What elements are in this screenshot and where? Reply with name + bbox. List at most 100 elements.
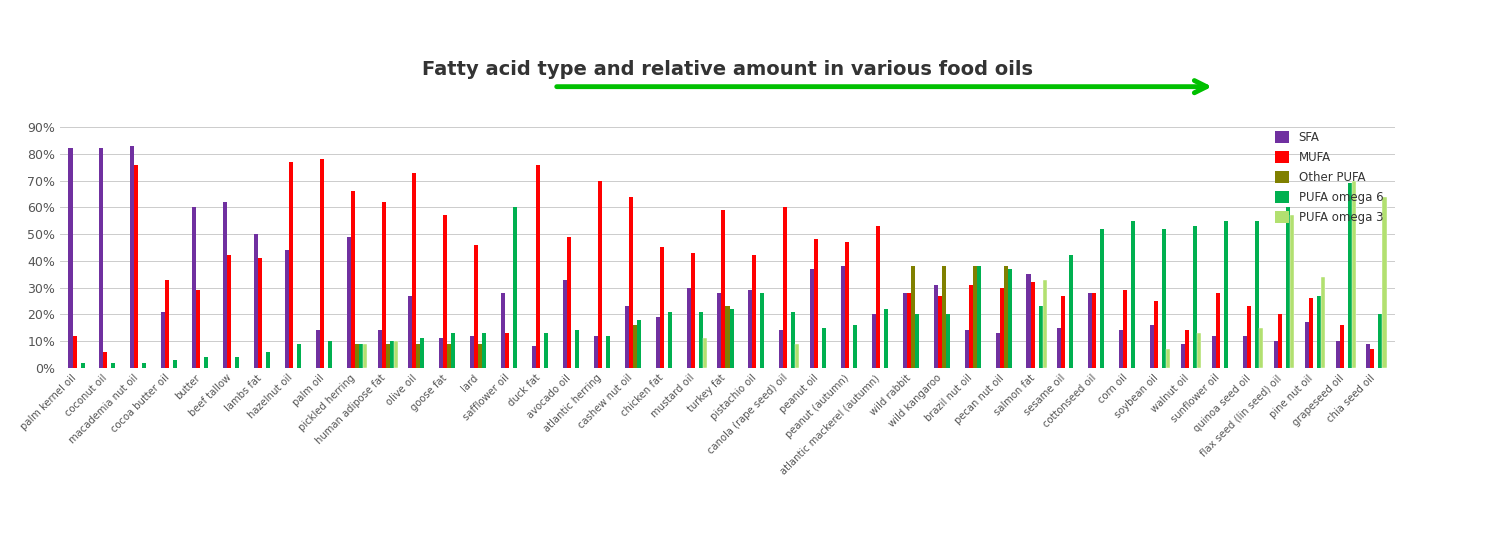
Bar bbox=[72, 336, 76, 368]
Bar bbox=[1286, 207, 1290, 368]
Bar bbox=[196, 291, 200, 368]
Bar bbox=[884, 309, 888, 368]
Bar bbox=[328, 341, 332, 368]
Bar bbox=[567, 237, 572, 368]
Bar bbox=[660, 247, 663, 368]
Bar bbox=[729, 309, 734, 368]
Bar bbox=[1131, 221, 1136, 368]
Bar bbox=[1150, 325, 1154, 368]
Bar bbox=[1092, 293, 1096, 368]
Bar bbox=[934, 285, 938, 368]
Bar bbox=[160, 312, 165, 368]
Bar bbox=[1058, 328, 1062, 368]
Bar bbox=[574, 331, 579, 368]
Bar bbox=[780, 331, 783, 368]
Bar bbox=[972, 266, 976, 368]
Bar bbox=[795, 344, 800, 368]
Bar bbox=[254, 234, 258, 368]
Bar bbox=[1308, 298, 1312, 368]
Bar bbox=[976, 266, 981, 368]
Bar bbox=[842, 266, 844, 368]
Bar bbox=[297, 344, 302, 368]
Bar bbox=[1347, 183, 1352, 368]
Bar bbox=[1124, 291, 1126, 368]
Bar bbox=[1371, 349, 1374, 368]
Bar bbox=[810, 269, 814, 368]
Bar bbox=[594, 336, 598, 368]
Bar bbox=[1070, 255, 1074, 368]
Bar bbox=[722, 210, 726, 368]
Bar bbox=[815, 240, 818, 368]
Bar bbox=[1004, 266, 1008, 368]
Bar bbox=[1366, 344, 1371, 368]
Bar bbox=[532, 346, 536, 368]
Bar bbox=[165, 280, 170, 368]
Bar bbox=[81, 362, 84, 368]
Bar bbox=[346, 237, 351, 368]
Bar bbox=[969, 285, 972, 368]
Bar bbox=[606, 336, 610, 368]
Bar bbox=[702, 339, 706, 368]
Bar bbox=[1154, 301, 1158, 368]
Bar bbox=[452, 333, 456, 368]
Bar bbox=[258, 258, 262, 368]
Legend: SFA, MUFA, Other PUFA, PUFA omega 6, PUFA omega 3: SFA, MUFA, Other PUFA, PUFA omega 6, PUF… bbox=[1269, 125, 1389, 230]
Bar bbox=[1166, 349, 1170, 368]
Bar bbox=[1256, 221, 1258, 368]
Bar bbox=[638, 320, 640, 368]
Bar bbox=[633, 325, 638, 368]
Bar bbox=[1192, 226, 1197, 368]
Bar bbox=[111, 362, 116, 368]
Bar bbox=[408, 295, 413, 368]
Bar bbox=[363, 344, 366, 368]
Bar bbox=[1352, 181, 1356, 368]
Bar bbox=[1062, 295, 1065, 368]
Bar bbox=[236, 357, 238, 368]
Bar bbox=[417, 344, 420, 368]
Bar bbox=[871, 314, 876, 368]
Bar bbox=[903, 293, 908, 368]
Bar bbox=[1305, 322, 1308, 368]
Bar bbox=[413, 173, 417, 368]
Bar bbox=[699, 312, 702, 368]
Bar bbox=[192, 207, 196, 368]
Bar bbox=[1216, 293, 1219, 368]
Bar bbox=[668, 312, 672, 368]
Bar bbox=[628, 196, 633, 368]
Bar bbox=[444, 215, 447, 368]
Bar bbox=[386, 344, 390, 368]
Bar bbox=[506, 333, 509, 368]
Bar bbox=[1378, 314, 1383, 368]
Bar bbox=[687, 288, 690, 368]
Bar bbox=[1246, 306, 1251, 368]
Bar bbox=[690, 253, 694, 368]
Bar bbox=[1340, 325, 1344, 368]
Bar bbox=[1244, 336, 1246, 368]
Bar bbox=[910, 266, 915, 368]
Bar bbox=[717, 293, 722, 368]
Bar bbox=[915, 314, 920, 368]
Bar bbox=[1274, 341, 1278, 368]
Bar bbox=[1089, 293, 1092, 368]
Bar bbox=[320, 159, 324, 368]
Bar bbox=[174, 360, 177, 368]
Bar bbox=[358, 344, 363, 368]
Bar bbox=[204, 357, 209, 368]
Bar bbox=[513, 207, 517, 368]
Bar bbox=[1212, 336, 1216, 368]
Bar bbox=[69, 148, 72, 368]
Bar bbox=[656, 317, 660, 368]
Bar bbox=[501, 293, 506, 368]
Bar bbox=[783, 207, 788, 368]
Bar bbox=[315, 331, 320, 368]
Bar bbox=[390, 341, 393, 368]
Bar bbox=[598, 181, 602, 368]
Bar bbox=[142, 362, 147, 368]
Bar bbox=[1042, 280, 1047, 368]
Bar bbox=[876, 226, 880, 368]
Bar bbox=[946, 314, 950, 368]
Bar bbox=[853, 325, 856, 368]
Bar bbox=[822, 328, 827, 368]
Bar bbox=[908, 293, 910, 368]
Bar bbox=[130, 146, 135, 368]
